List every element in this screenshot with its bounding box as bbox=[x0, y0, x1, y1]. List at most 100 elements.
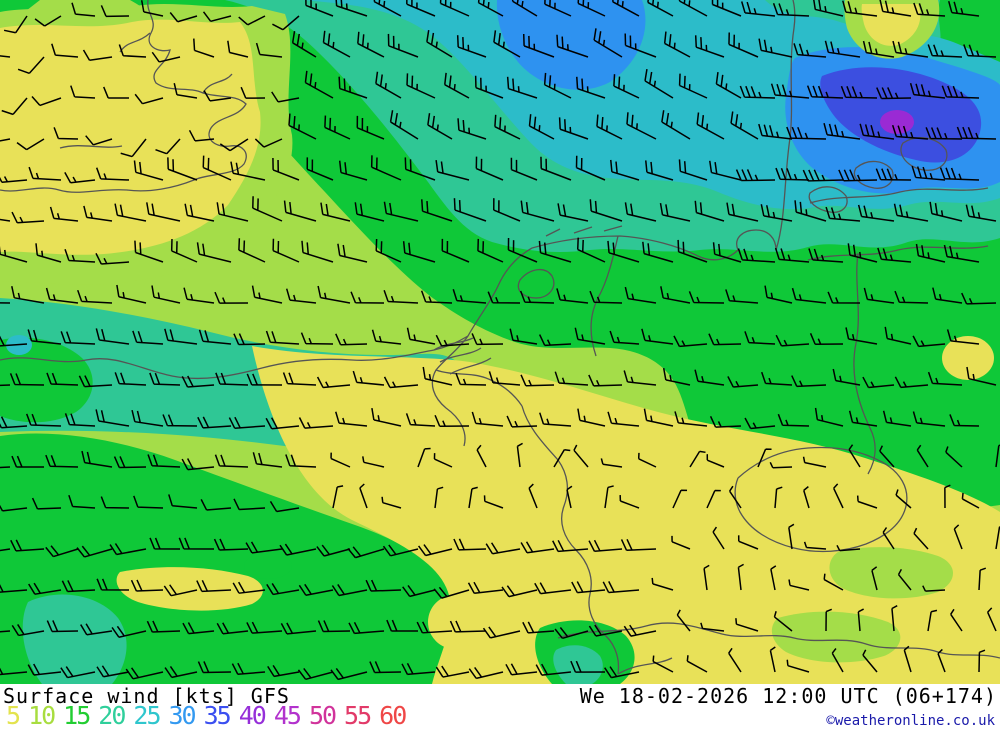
wind-barb bbox=[246, 621, 283, 634]
wind-barb bbox=[739, 85, 776, 99]
timestamp: We 18-02-2026 12:00 UTC (06+174) bbox=[579, 684, 997, 708]
wind-barb bbox=[348, 621, 385, 635]
wind-barb bbox=[712, 526, 725, 550]
legend-value-55: 55 bbox=[344, 701, 372, 730]
wind-barb bbox=[946, 329, 980, 345]
wind-barb bbox=[476, 444, 487, 468]
wind-barb bbox=[859, 123, 895, 140]
wind-barb bbox=[140, 0, 164, 17]
wind-barb bbox=[833, 483, 844, 509]
wind-barb bbox=[554, 627, 589, 640]
wind-barb bbox=[441, 238, 470, 263]
wind-barb bbox=[978, 649, 986, 673]
wind-barb bbox=[100, 496, 130, 509]
region-blue-patch-top bbox=[496, 0, 646, 90]
wind-barb bbox=[17, 56, 45, 75]
wind-barb bbox=[953, 524, 963, 550]
wind-barb bbox=[118, 44, 147, 58]
wind-barb bbox=[939, 167, 980, 181]
wind-barb bbox=[607, 411, 640, 427]
wind-barb bbox=[604, 485, 614, 509]
wind-barb bbox=[298, 417, 334, 429]
wind-barb bbox=[593, 28, 623, 58]
wind-barb bbox=[232, 581, 266, 594]
wind-barb bbox=[775, 334, 810, 347]
wind-barb bbox=[677, 239, 708, 263]
wind-barb bbox=[255, 42, 283, 58]
wind-barb bbox=[730, 111, 759, 140]
wind-barb bbox=[375, 71, 402, 99]
wind-barb bbox=[941, 85, 980, 99]
wind-barb bbox=[903, 645, 912, 673]
wind-barb bbox=[11, 286, 45, 304]
wind-barb bbox=[553, 448, 571, 468]
wind-barb bbox=[589, 290, 623, 304]
wind-barb bbox=[857, 204, 895, 222]
wind-barb bbox=[775, 167, 810, 181]
wind-barb bbox=[623, 624, 657, 637]
wind-barb bbox=[911, 165, 946, 181]
wind-barb bbox=[788, 579, 810, 591]
wind-barb bbox=[477, 0, 504, 17]
wind-barb bbox=[95, 253, 130, 265]
wind-barb bbox=[788, 523, 795, 550]
wind-barb bbox=[0, 171, 28, 184]
wind-barb bbox=[95, 328, 130, 345]
wind-barb bbox=[359, 483, 368, 509]
wind-barb bbox=[884, 326, 912, 345]
wind-barb bbox=[133, 160, 164, 181]
wind-barb bbox=[927, 371, 963, 386]
wind-barb bbox=[803, 486, 810, 509]
wind-barb bbox=[552, 539, 589, 553]
wind-barb bbox=[350, 291, 385, 304]
wind-barb bbox=[913, 2, 946, 17]
wind-barb bbox=[280, 622, 317, 635]
wind-barb bbox=[0, 663, 28, 676]
wind-barb bbox=[624, 286, 657, 304]
wind-barb bbox=[876, 87, 912, 100]
wind-barb bbox=[375, 238, 402, 263]
wind-barb bbox=[11, 211, 45, 224]
wind-barb bbox=[643, 408, 674, 427]
wind-barb bbox=[113, 456, 147, 469]
wind-barb bbox=[509, 328, 538, 345]
wind-barb bbox=[240, 86, 266, 99]
wind-barb bbox=[619, 495, 640, 509]
wind-barb bbox=[271, 91, 300, 103]
wind-barb bbox=[27, 663, 62, 676]
wind-barb bbox=[577, 0, 606, 17]
legend-value-25: 25 bbox=[133, 701, 161, 730]
wind-barb bbox=[45, 287, 79, 304]
wind-barb bbox=[68, 494, 96, 509]
region-green-channel-blob bbox=[0, 337, 93, 423]
wind-barb bbox=[83, 205, 113, 222]
wind-barb bbox=[16, 138, 45, 151]
region-lime-bottomright-a bbox=[829, 547, 953, 599]
wind-barb bbox=[961, 292, 997, 305]
wind-barb bbox=[505, 663, 538, 676]
coastlines-and-borders bbox=[0, 0, 1000, 675]
wind-barb bbox=[694, 369, 725, 386]
wind-barb bbox=[214, 291, 249, 304]
wind-barb bbox=[729, 485, 742, 509]
wind-barb bbox=[823, 573, 844, 591]
wind-barb bbox=[647, 0, 674, 17]
wind-barb bbox=[493, 30, 521, 58]
wind-barb bbox=[404, 157, 436, 181]
wind-barb bbox=[725, 289, 759, 304]
wind-barb bbox=[215, 372, 249, 386]
wind-barb bbox=[602, 581, 640, 594]
border-oder bbox=[853, 252, 876, 475]
wind-barb bbox=[945, 446, 963, 468]
wind-barb bbox=[897, 568, 912, 591]
wind-barb bbox=[64, 172, 96, 184]
wind-barb bbox=[737, 563, 744, 591]
wind-barb bbox=[383, 376, 419, 389]
wind-barb bbox=[823, 123, 861, 140]
wind-barb bbox=[0, 621, 11, 634]
wind-barb bbox=[316, 544, 351, 557]
wind-barb bbox=[539, 412, 572, 427]
wind-barb bbox=[196, 242, 232, 263]
wind-barb bbox=[116, 284, 147, 304]
